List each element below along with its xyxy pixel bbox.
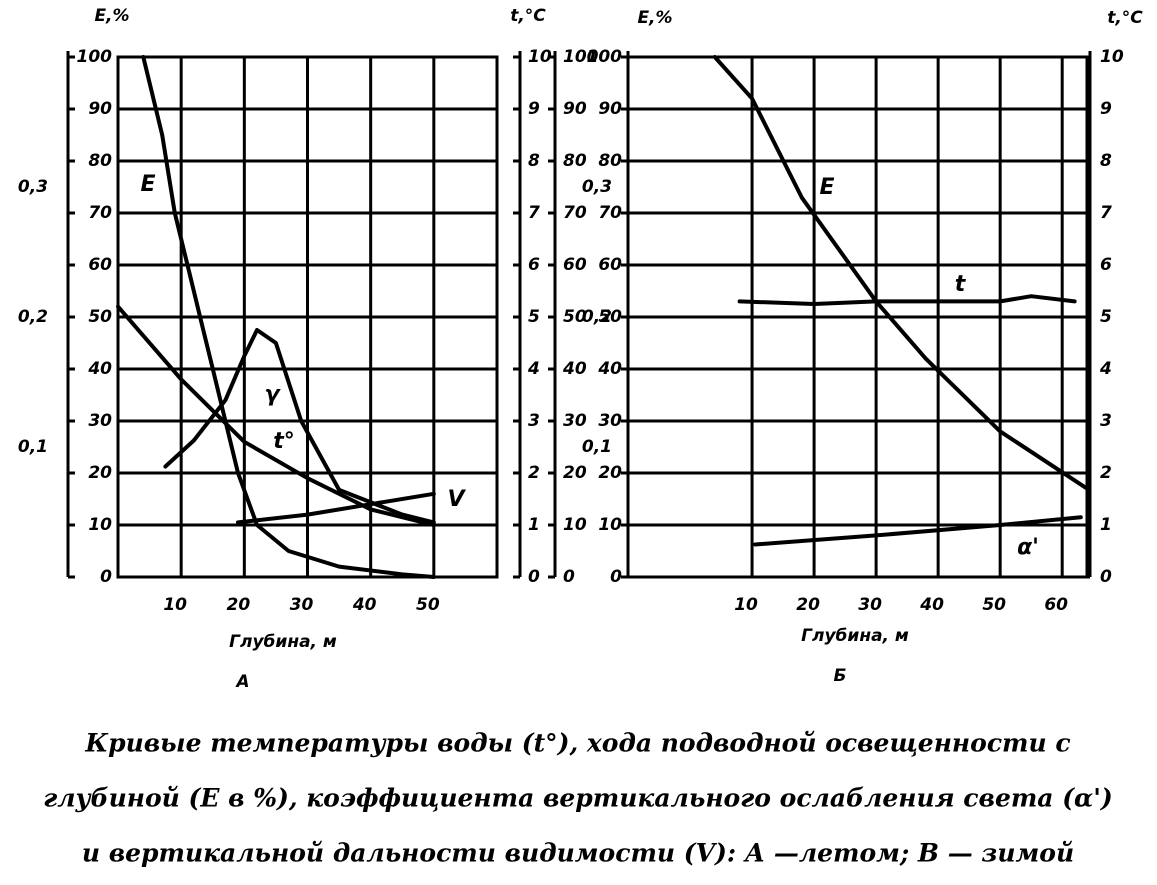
y-tick-label: 30 xyxy=(563,411,587,431)
y-tick-label: 80 xyxy=(88,151,112,171)
curve-label: t xyxy=(955,272,967,297)
y-axis-label: E,% xyxy=(637,8,672,28)
y-tick-label: 10 xyxy=(528,47,552,67)
y2-axis-label: t,°C xyxy=(1107,8,1143,28)
y2-axis-label: t,°C xyxy=(510,6,546,26)
y-tick-label: 80 xyxy=(563,151,587,171)
y-tick-label: 6 xyxy=(1100,255,1112,275)
x-tick-label: 60 xyxy=(1044,595,1068,615)
y-tick-label: 9 xyxy=(1100,99,1112,119)
x-tick-label: 10 xyxy=(734,595,758,615)
panel-label: А xyxy=(234,672,249,692)
y-tick-label: 8 xyxy=(1100,151,1112,171)
y-tick-label: 20 xyxy=(88,463,112,483)
curve-label: E xyxy=(819,175,834,200)
y-tick-label: 0 xyxy=(610,567,622,587)
y-tick-label: 1 xyxy=(1100,515,1112,535)
y-tick-label: 30 xyxy=(598,411,622,431)
y-tick-label: 60 xyxy=(88,255,112,275)
x-tick-label: 20 xyxy=(796,595,820,615)
y-tick-label: 0,1 xyxy=(18,437,48,457)
y-tick-label: 6 xyxy=(528,255,540,275)
y-tick-label: 0 xyxy=(563,567,575,587)
y-tick-label: 5 xyxy=(528,307,540,327)
caption-line: глубиной (E в %), коэффициента вертикаль… xyxy=(43,784,1113,813)
y-tick-label: 0,3 xyxy=(582,177,612,197)
y-tick-label: 0,3 xyxy=(18,177,48,197)
x-tick-label: 40 xyxy=(352,595,377,615)
x-tick-label: 50 xyxy=(982,595,1006,615)
y-tick-label: 100 xyxy=(563,47,599,67)
x-tick-label: 40 xyxy=(919,595,944,615)
x-axis-label: Глубина, м xyxy=(229,632,337,652)
y-tick-label: 10 xyxy=(1100,47,1124,67)
caption-line: Кривые температуры воды (t°), хода подво… xyxy=(84,729,1070,758)
x-tick-label: 30 xyxy=(858,595,882,615)
y-tick-label: 40 xyxy=(562,359,587,379)
y-tick-label: 50 xyxy=(598,307,622,327)
y-tick-label: 90 xyxy=(598,99,622,119)
y-tick-label: 40 xyxy=(597,359,622,379)
y-tick-label: 4 xyxy=(527,359,540,379)
y-tick-label: 40 xyxy=(87,359,112,379)
caption-line: и вертикальной дальности видимости (V): … xyxy=(82,839,1074,868)
y-tick-label: 10 xyxy=(598,515,622,535)
y-tick-label: 5 xyxy=(1100,307,1112,327)
curve-label: γ xyxy=(265,382,282,407)
y-tick-label: 50 xyxy=(563,307,587,327)
y-tick-label: 20 xyxy=(598,463,622,483)
y-tick-label: 100 xyxy=(587,47,623,67)
curve-label: α' xyxy=(1017,535,1039,560)
y-tick-label: 30 xyxy=(88,411,112,431)
curve xyxy=(116,304,436,527)
y-tick-label: 3 xyxy=(1100,411,1112,431)
y-tick-label: 90 xyxy=(563,99,587,119)
x-tick-label: 20 xyxy=(226,595,250,615)
y-tick-label: 0 xyxy=(100,567,112,587)
curve-label: E xyxy=(140,172,155,197)
x-tick-label: 50 xyxy=(416,595,440,615)
y-tick-label: 0,1 xyxy=(582,437,612,457)
y-tick-label: 100 xyxy=(77,47,113,67)
y-axis-label: E,% xyxy=(94,6,129,26)
y-tick-label: 1 xyxy=(528,515,540,535)
y-tick-label: 3 xyxy=(528,411,540,431)
plot-frame xyxy=(116,55,499,579)
y-tick-label: 60 xyxy=(563,255,587,275)
curve xyxy=(753,515,1083,547)
y-tick-label: 7 xyxy=(528,203,540,223)
y-tick-label: 0,2 xyxy=(582,307,612,327)
y-tick-label: 2 xyxy=(528,463,540,483)
y-tick-label: 70 xyxy=(598,203,622,223)
x-axis-label: Глубина, м xyxy=(801,626,909,646)
y-tick-label: 4 xyxy=(1099,359,1112,379)
y-tick-label: 20 xyxy=(563,463,587,483)
y-tick-label: 0,2 xyxy=(18,307,48,327)
panel-label: Б xyxy=(834,666,847,686)
y-tick-label: 90 xyxy=(88,99,112,119)
y-tick-label: 2 xyxy=(1100,463,1112,483)
y-tick-label: 10 xyxy=(563,515,587,535)
x-tick-label: 10 xyxy=(163,595,187,615)
y-tick-label: 70 xyxy=(88,203,112,223)
curve-label: V xyxy=(447,487,466,512)
x-tick-label: 30 xyxy=(290,595,314,615)
y-tick-label: 80 xyxy=(598,151,622,171)
y-tick-label: 10 xyxy=(88,515,112,535)
y-tick-label: 8 xyxy=(528,151,540,171)
y-tick-label: 70 xyxy=(563,203,587,223)
curve-label: t° xyxy=(273,429,295,454)
y-tick-label: 7 xyxy=(1100,203,1112,223)
curve xyxy=(236,491,436,525)
y-tick-label: 0 xyxy=(528,567,540,587)
y-tick-label: 9 xyxy=(528,99,540,119)
y-tick-label: 50 xyxy=(88,307,112,327)
y-tick-label: 60 xyxy=(598,255,622,275)
curve xyxy=(737,294,1077,306)
y-tick-label: 0 xyxy=(1100,567,1112,587)
